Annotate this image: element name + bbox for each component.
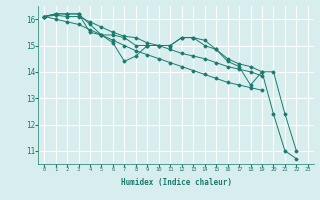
X-axis label: Humidex (Indice chaleur): Humidex (Indice chaleur): [121, 178, 231, 187]
